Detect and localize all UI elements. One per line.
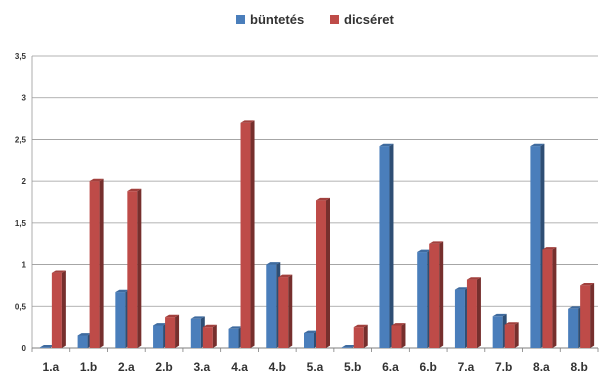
x-tick-label: 4.b — [269, 360, 286, 374]
legend-label-1: büntetés — [250, 12, 304, 27]
x-tick-label: 5.a — [307, 360, 324, 374]
y-tick-label: 0,5 — [15, 302, 27, 311]
legend-label-2: dicséret — [344, 12, 395, 27]
bar-6.a-series1 — [379, 143, 394, 348]
bar-1.a-series2 — [51, 270, 66, 348]
bar-5.b-series2 — [353, 324, 368, 348]
bar-5.a-series2 — [316, 197, 330, 348]
x-tick-label: 4.a — [231, 360, 248, 374]
legend-swatch-2 — [330, 15, 339, 24]
bar-6.b-series1 — [417, 249, 432, 348]
bar-3.a-series1 — [190, 316, 205, 348]
bar-4.b-series2 — [278, 274, 293, 348]
bar-7.b-series1 — [492, 313, 507, 348]
bar-2.a-series2 — [127, 188, 142, 348]
legend: büntetés dicséret — [236, 12, 395, 27]
x-axis-ticks: 1.a 1.b 2.a 2.b 3.a 4.a 4.b 5.a 5.b 6.a 6.b 7.a 7.b 8… — [43, 360, 588, 374]
legend-swatch-1 — [236, 15, 245, 24]
bar-7.b-series2 — [504, 322, 519, 348]
y-tick-label: 1 — [22, 261, 27, 270]
x-tick-label: 5.b — [344, 360, 361, 374]
bar-7.a-series1 — [454, 287, 469, 348]
bar-8.a-series2 — [542, 247, 557, 348]
bar-5.a-series1 — [304, 330, 318, 348]
x-tick-label: 3.a — [193, 360, 210, 374]
y-tick-label: 2 — [22, 177, 27, 186]
x-tick-label: 7.a — [458, 360, 475, 374]
bar-8.b-series2 — [580, 283, 595, 348]
bar-7.a-series2 — [466, 277, 481, 348]
y-tick-label: 1,5 — [15, 219, 27, 228]
x-tick-label: 1.b — [80, 360, 97, 374]
x-tick-label: 1.a — [43, 360, 60, 374]
x-tick-label: 7.b — [495, 360, 512, 374]
x-tick-label: 8.a — [533, 360, 550, 374]
y-tick-label: 2,5 — [15, 135, 27, 144]
bar-8.a-series1 — [530, 143, 545, 348]
x-tick-label: 2.b — [155, 360, 172, 374]
bar-2.a-series1 — [115, 289, 130, 348]
y-tick-label: 0 — [22, 344, 27, 353]
x-tick-label: 2.a — [118, 360, 135, 374]
bar-4.a-series1 — [228, 326, 243, 348]
bar-6.a-series2 — [391, 323, 406, 348]
bar-2.b-series2 — [165, 314, 180, 348]
x-tick-label: 6.b — [420, 360, 437, 374]
bar-1.b-series2 — [89, 178, 104, 348]
y-tick-label: 3,5 — [15, 52, 27, 61]
bar-3.a-series2 — [202, 324, 217, 348]
y-axis-ticks: 0 0,5 1 1,5 2 2,5 3 3,5 — [15, 52, 27, 353]
y-tick-label: 3 — [22, 94, 27, 103]
x-tick-label: 6.a — [382, 360, 399, 374]
x-tick-label: 8.b — [570, 360, 587, 374]
bars — [39, 120, 595, 348]
bar-6.b-series2 — [429, 241, 444, 348]
bar-4.b-series1 — [266, 262, 281, 348]
bar-8.b-series1 — [568, 306, 583, 348]
bar-1.b-series1 — [77, 333, 92, 348]
bar-2.b-series1 — [153, 323, 168, 348]
bar-4.a-series2 — [240, 120, 255, 348]
